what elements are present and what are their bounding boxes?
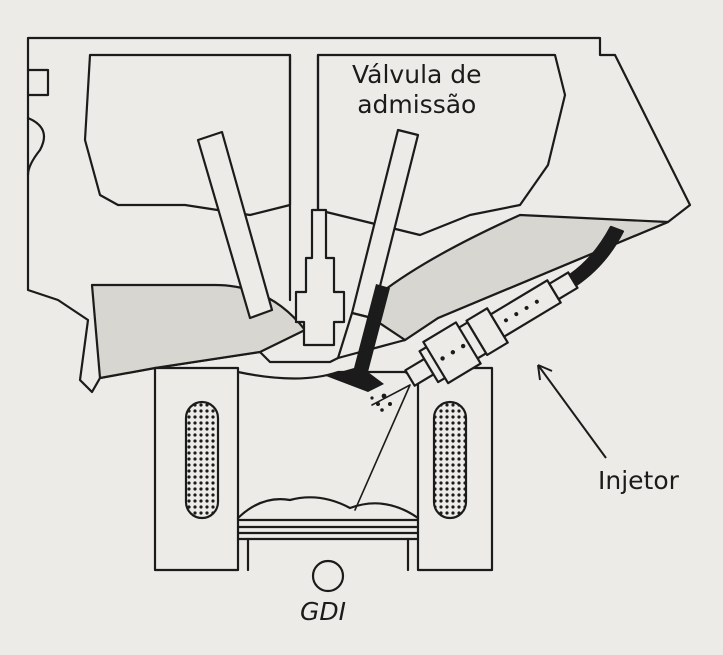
exhaust-valve-stem xyxy=(196,130,274,320)
coolant-passage-left xyxy=(184,400,220,520)
combustion-chamber xyxy=(236,370,420,382)
wrist-pin xyxy=(311,559,345,593)
coolant-passage-right xyxy=(432,400,468,520)
nozzle-tip xyxy=(326,284,390,392)
spark-plug xyxy=(294,208,346,347)
intake-port xyxy=(370,213,670,347)
piston-rings xyxy=(236,518,420,541)
intake-valve-label: Válvula de admissão xyxy=(352,60,482,120)
piston-crown xyxy=(236,496,420,520)
intake-valve-label-line2: admissão xyxy=(357,90,477,119)
intake-valve-label-line1: Válvula de xyxy=(352,60,482,89)
injector xyxy=(404,225,625,387)
injector-leader-arrow xyxy=(537,364,607,459)
head-left-notches xyxy=(26,68,50,177)
water-jacket-right xyxy=(316,53,567,237)
injector-label: Injetor xyxy=(598,466,679,495)
fuel-droplets xyxy=(370,393,392,412)
piston-skirt xyxy=(246,537,410,572)
fuel-spray xyxy=(354,384,411,511)
gdi-label: GDI xyxy=(300,597,346,626)
